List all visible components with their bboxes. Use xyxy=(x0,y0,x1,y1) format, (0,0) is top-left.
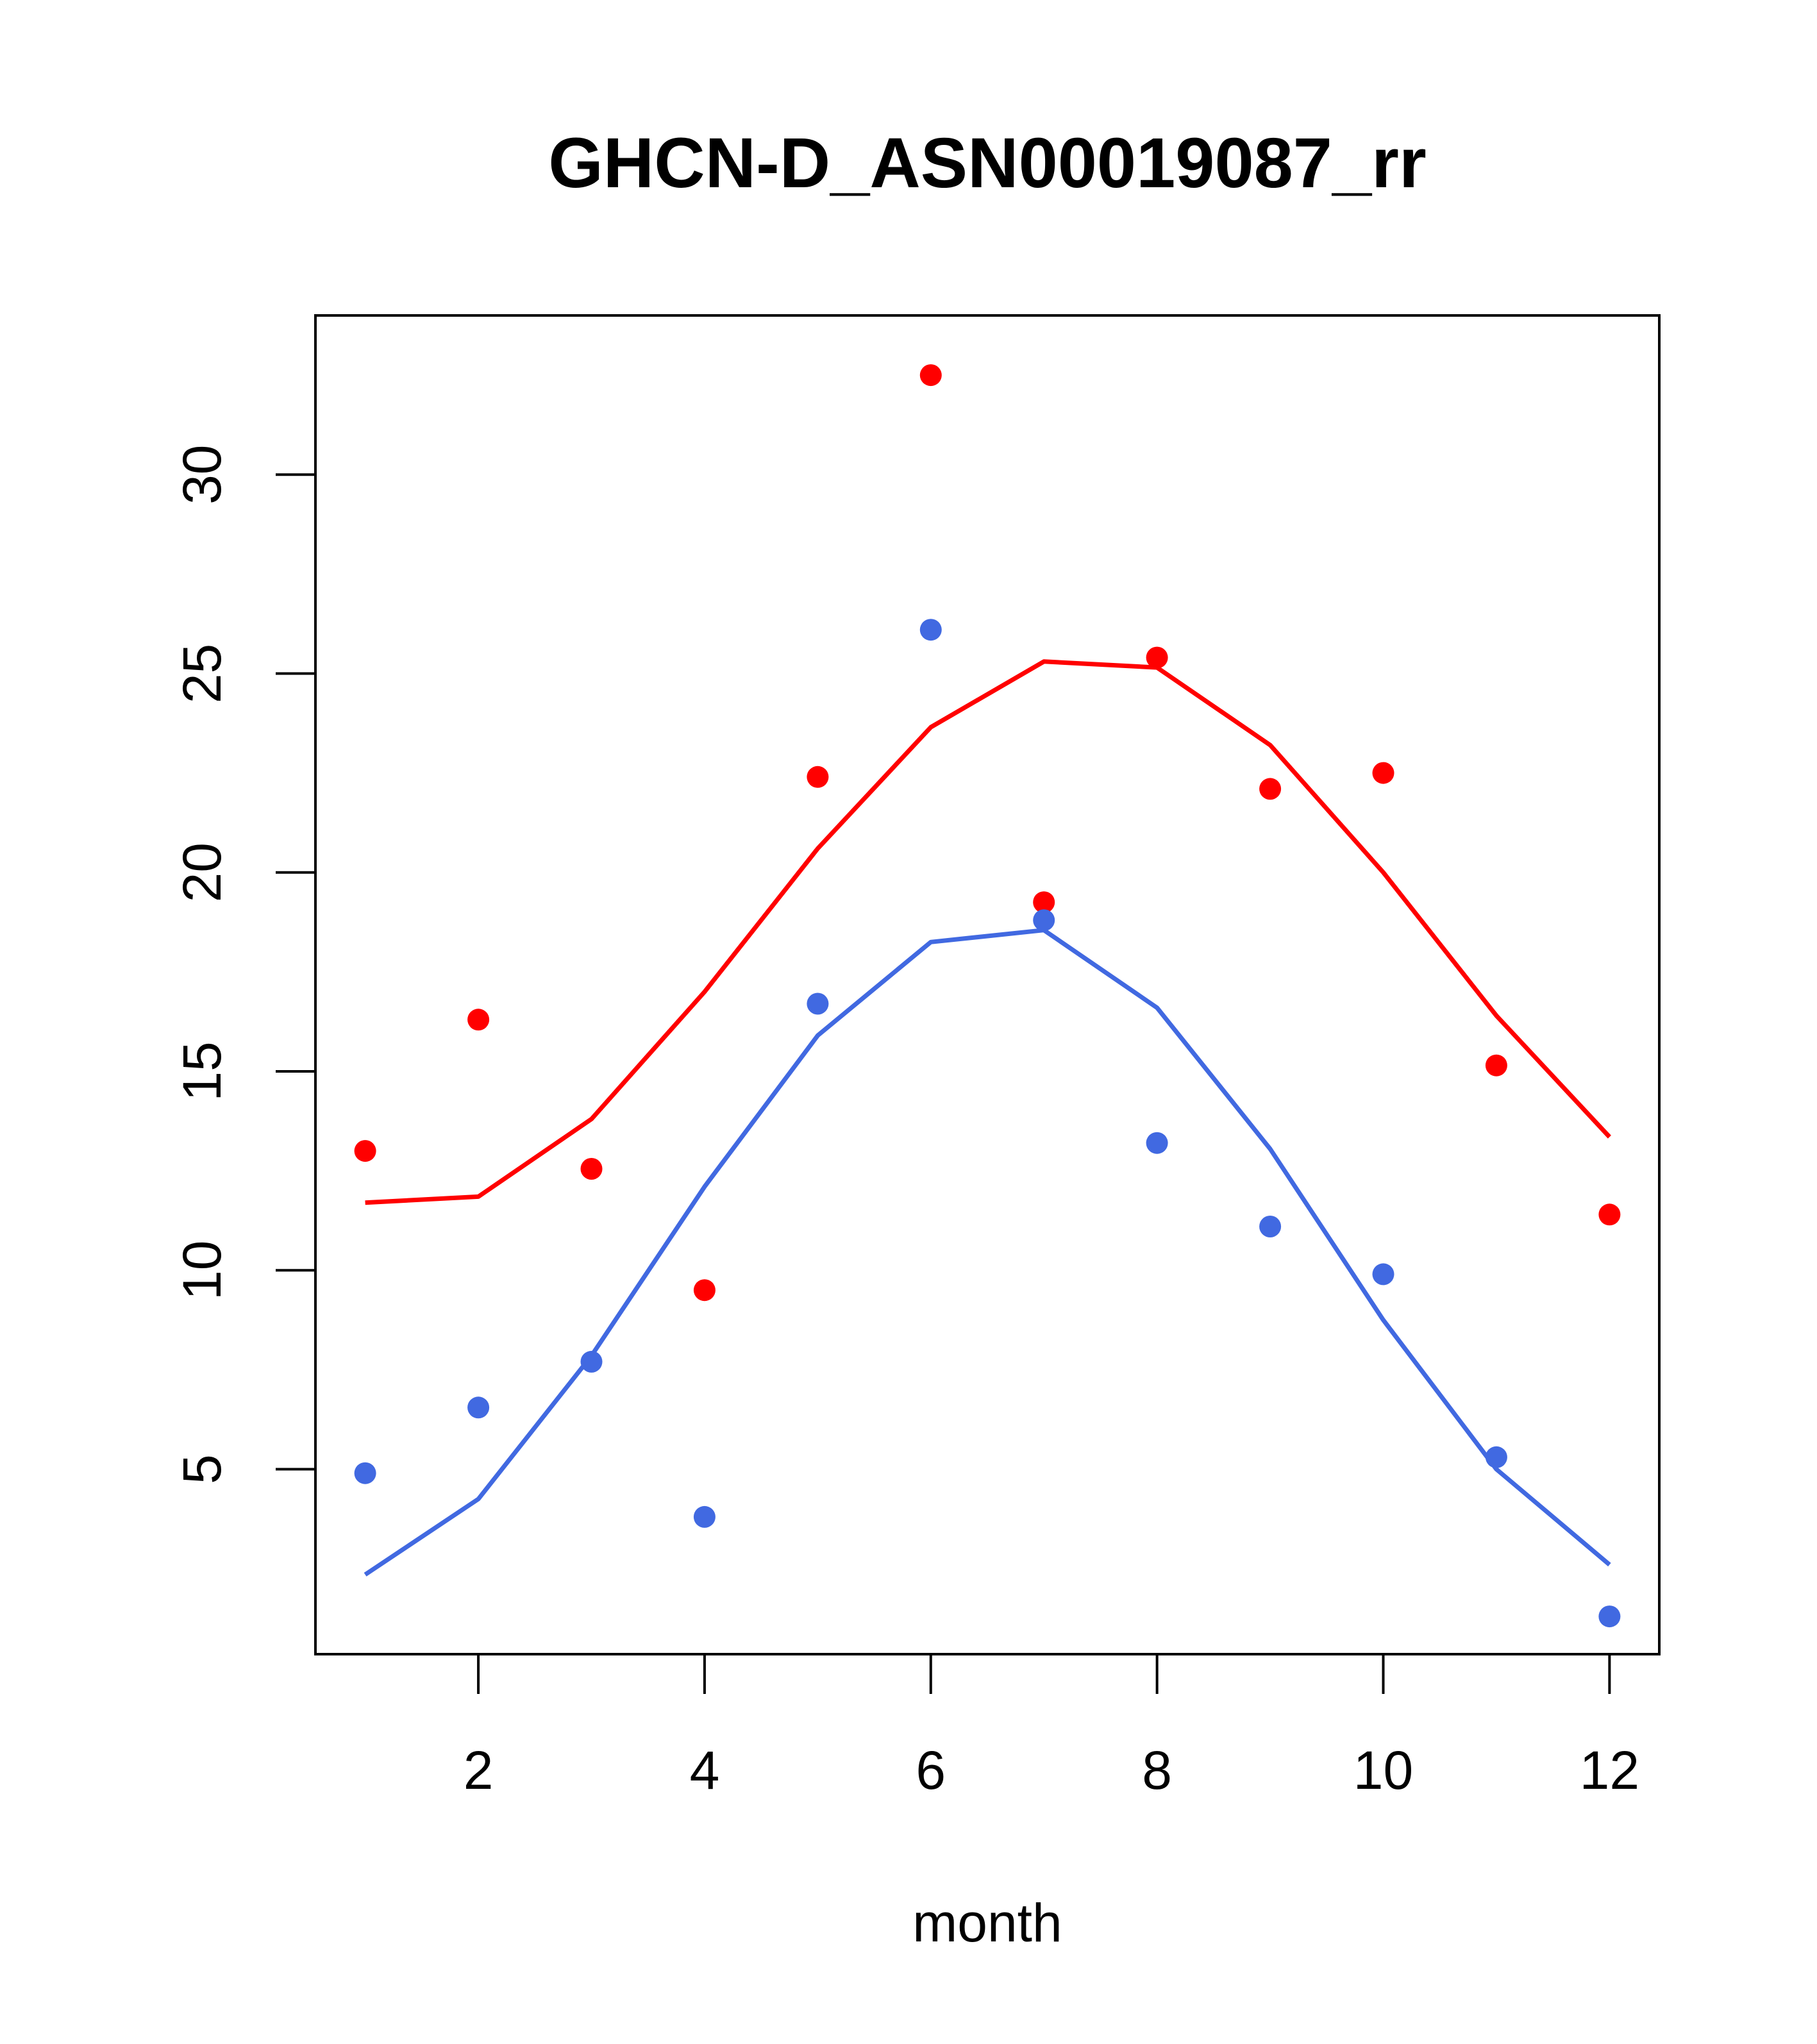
y-tick-label: 10 xyxy=(172,1240,232,1300)
data-point xyxy=(580,1350,603,1373)
data-point xyxy=(1598,1203,1621,1226)
y-tick-label: 25 xyxy=(172,644,232,703)
chart-title: GHCN-D_ASN00019087_rr xyxy=(548,124,1427,203)
x-axis: 2 4 6 8 10 12 xyxy=(464,1654,1639,1800)
data-point xyxy=(693,1279,716,1302)
data-point xyxy=(919,619,942,641)
data-point xyxy=(467,1009,490,1031)
data-point xyxy=(1033,909,1055,932)
x-tick-label: 2 xyxy=(464,1740,494,1800)
data-point xyxy=(919,364,942,387)
series-line-2 xyxy=(364,928,1611,1577)
data-point xyxy=(1372,762,1394,784)
y-tick-label: 20 xyxy=(172,842,232,902)
data-point xyxy=(1146,646,1168,669)
data-point xyxy=(1259,778,1282,800)
data-point xyxy=(807,993,829,1015)
y-tick-label: 15 xyxy=(172,1041,232,1101)
x-tick-label: 6 xyxy=(916,1740,946,1800)
data-point xyxy=(354,1462,376,1484)
data-point xyxy=(1598,1605,1621,1628)
data-point xyxy=(1033,891,1055,914)
data-point xyxy=(1485,1054,1507,1076)
data-point xyxy=(807,766,829,788)
x-tick-label: 8 xyxy=(1142,1740,1172,1800)
x-tick-label: 12 xyxy=(1580,1740,1639,1800)
x-tick-label: 10 xyxy=(1353,1740,1413,1800)
x-axis-label: month xyxy=(912,1893,1062,1953)
y-tick-label: 5 xyxy=(172,1454,232,1484)
x-tick-label: 4 xyxy=(690,1740,720,1800)
data-point xyxy=(693,1505,716,1528)
data-point xyxy=(354,1140,376,1162)
data-point xyxy=(1372,1263,1394,1286)
data-point xyxy=(467,1396,490,1419)
plot-area xyxy=(314,314,1661,1655)
series-line-0 xyxy=(365,659,1611,1205)
data-point xyxy=(580,1158,603,1180)
y-axis: 5 10 15 20 25 30 xyxy=(172,444,315,1484)
data-point xyxy=(1485,1446,1507,1468)
y-tick-label: 30 xyxy=(172,444,232,504)
data-point xyxy=(1146,1132,1168,1154)
data-point xyxy=(1259,1216,1282,1237)
plot-frame xyxy=(314,314,1661,1655)
